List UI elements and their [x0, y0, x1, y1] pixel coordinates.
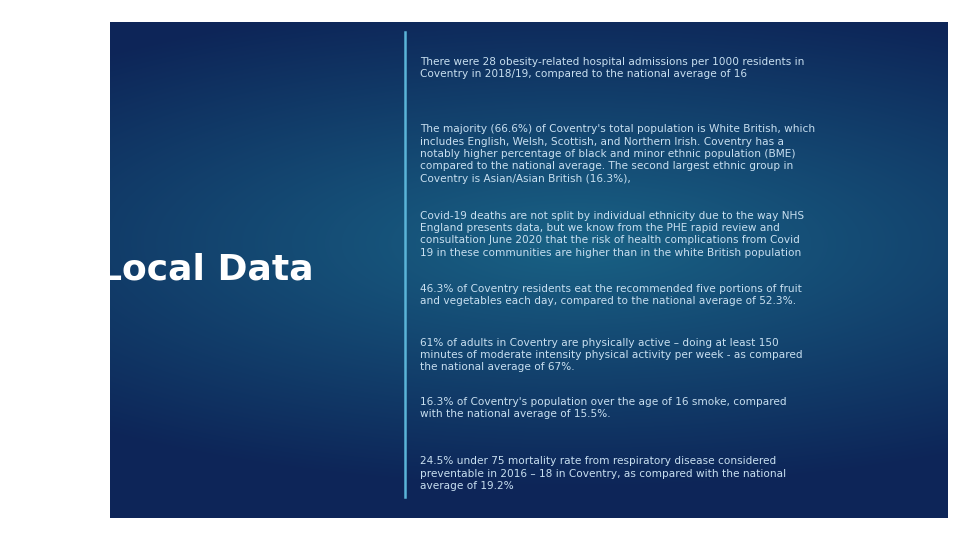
- Text: 61% of adults in Coventry are physically active – doing at least 150
minutes of : 61% of adults in Coventry are physically…: [420, 338, 804, 372]
- Bar: [0, 0, 110, 540]
- Text: 24.5% under 75 mortality rate from respiratory disease considered
preventable in: 24.5% under 75 mortality rate from respi…: [420, 456, 786, 491]
- Bar: [948, 0, 960, 540]
- Bar: [0, 518, 960, 540]
- Text: Covid-19 deaths are not split by individual ethnicity due to the way NHS
England: Covid-19 deaths are not split by individ…: [420, 211, 804, 258]
- Text: The majority (66.6%) of Coventry's total population is White British, which
incl: The majority (66.6%) of Coventry's total…: [420, 124, 816, 184]
- Text: Local Data: Local Data: [99, 253, 314, 287]
- Text: There were 28 obesity-related hospital admissions per 1000 residents in
Coventry: There were 28 obesity-related hospital a…: [420, 57, 804, 79]
- Text: 46.3% of Coventry residents eat the recommended five portions of fruit
and veget: 46.3% of Coventry residents eat the reco…: [420, 284, 803, 306]
- Text: 16.3% of Coventry's population over the age of 16 smoke, compared
with the natio: 16.3% of Coventry's population over the …: [420, 397, 787, 419]
- Bar: [0, 0, 960, 22]
